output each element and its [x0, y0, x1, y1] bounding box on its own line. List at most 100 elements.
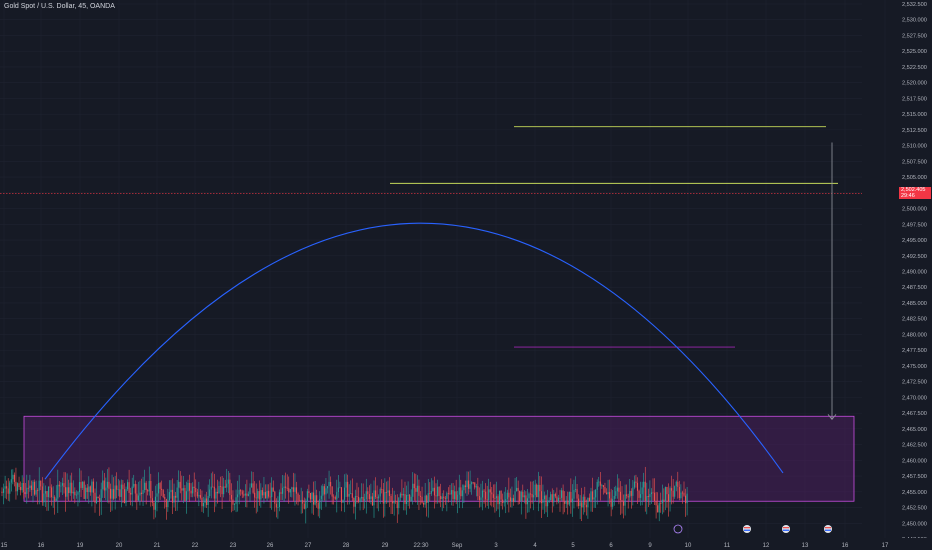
- x-tick-label: 22: [192, 543, 199, 549]
- candle: [46, 491, 48, 511]
- dividend-event-icon: [673, 524, 683, 534]
- y-axis[interactable]: 2,532.500 2,530.000 2,527.500 2,525.000 2,52…: [900, 0, 932, 550]
- candle-body: [196, 492, 198, 497]
- candle-body: [94, 492, 96, 503]
- candle-body: [407, 494, 409, 496]
- candle-body: [359, 498, 361, 502]
- candle-body: [424, 495, 426, 505]
- us-flag-icon-stripe: [783, 527, 789, 529]
- candle-body: [292, 487, 294, 492]
- candle: [29, 474, 31, 492]
- candle-body: [278, 492, 280, 508]
- candle: [610, 488, 612, 517]
- candle-body: [34, 481, 36, 495]
- candle-body: [347, 481, 349, 497]
- candle: [371, 492, 373, 507]
- candle: [444, 496, 446, 505]
- candle-body: [500, 490, 502, 500]
- candle-body: [353, 497, 355, 507]
- candle: [461, 484, 463, 509]
- candle-body: [497, 496, 499, 505]
- candle-body: [216, 491, 218, 494]
- candle-body: [516, 487, 518, 492]
- candle-body: [331, 486, 333, 497]
- candle: [672, 479, 674, 504]
- candle: [271, 477, 273, 510]
- candle: [179, 471, 181, 494]
- candle: [233, 502, 236, 511]
- candle: [114, 475, 116, 510]
- candle-body: [630, 490, 632, 496]
- candle-body: [74, 491, 76, 496]
- candle-body: [170, 489, 172, 493]
- candle-body: [68, 487, 70, 494]
- candle: [477, 477, 479, 501]
- candle: [63, 472, 65, 494]
- y-tick-label: 2,465.000: [902, 427, 927, 433]
- candle: [220, 476, 222, 498]
- candle: [47, 486, 50, 511]
- y-tick-label: 2,487.500: [902, 285, 927, 291]
- candle-body: [348, 493, 350, 497]
- candle-body: [130, 492, 132, 495]
- candle: [567, 491, 569, 515]
- x-axis[interactable]: 15 16 19 20 21 22 23 26 27 28 29 22:30 Sep 3 4 5 6 9 10 11 1…: [0, 538, 932, 550]
- candle: [475, 483, 477, 497]
- candle-body: [573, 489, 575, 499]
- candle: [579, 495, 581, 519]
- candle: [512, 494, 515, 506]
- candle: [423, 502, 425, 508]
- candle: [21, 475, 23, 493]
- candle: [616, 474, 618, 499]
- candle: [299, 494, 301, 502]
- candle: [647, 488, 649, 507]
- candle-body: [230, 494, 232, 500]
- candle: [9, 480, 11, 502]
- candle: [441, 493, 443, 512]
- candle: [370, 483, 372, 505]
- candle: [266, 484, 268, 502]
- candle: [235, 489, 237, 513]
- candle-body: [574, 489, 577, 490]
- candle-body: [164, 496, 166, 499]
- candle: [320, 485, 322, 510]
- candle: [89, 485, 91, 496]
- candle-body: [144, 482, 146, 490]
- candle: [144, 469, 146, 493]
- candle: [438, 486, 440, 504]
- candle-body: [78, 482, 81, 493]
- candle: [508, 477, 510, 513]
- candle-body: [412, 483, 414, 497]
- candle-body: [376, 497, 378, 499]
- candle: [4, 475, 6, 499]
- candle-body: [249, 487, 251, 495]
- candle: [516, 476, 518, 492]
- candle: [154, 485, 156, 518]
- candle: [54, 495, 56, 515]
- candle: [221, 475, 223, 509]
- candle: [379, 487, 381, 504]
- candle: [635, 474, 637, 488]
- candle: [116, 472, 118, 499]
- candle-body: [626, 494, 628, 497]
- candle-body: [607, 492, 609, 495]
- candle-body: [522, 491, 524, 498]
- candle-body: [251, 483, 253, 488]
- x-tick-label: 23: [230, 543, 237, 549]
- candle-body: [542, 499, 544, 504]
- candle-body: [392, 501, 394, 504]
- candle-body: [409, 494, 411, 502]
- candle: [134, 480, 136, 503]
- candle-body: [441, 496, 443, 500]
- x-tick-label: 22:30: [413, 543, 429, 549]
- candle-body: [595, 489, 597, 498]
- candle-body: [528, 493, 530, 499]
- candle: [605, 488, 608, 495]
- candle-body: [268, 490, 270, 497]
- candle-body: [54, 496, 56, 501]
- candle-body: [373, 490, 375, 506]
- candle-body: [367, 491, 369, 495]
- candle: [247, 491, 249, 497]
- candle: [494, 484, 496, 513]
